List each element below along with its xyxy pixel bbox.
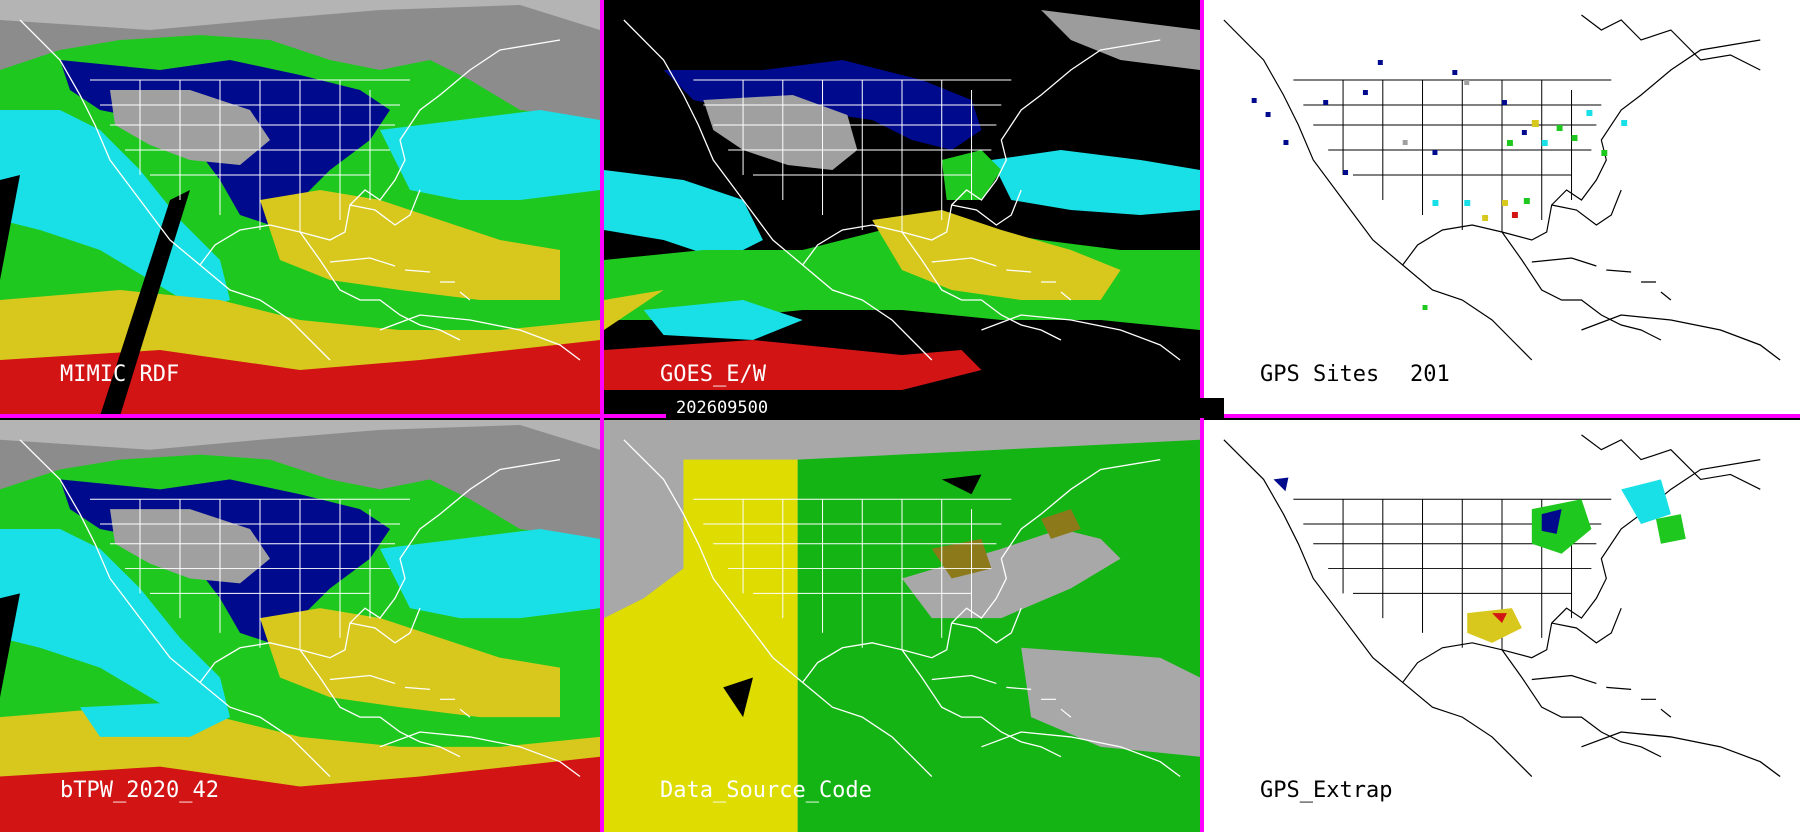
- panel-label: GPS Sites: [1260, 362, 1380, 387]
- goes-map: [604, 0, 1200, 390]
- panel-mimic-rdf: MIMIC RDF: [0, 0, 600, 416]
- source-code-map: [604, 420, 1200, 832]
- panel-label: MIMIC RDF: [60, 362, 180, 387]
- gps-site-markers: [1251, 60, 1628, 310]
- panel-gps-sites: GPS Sites 201: [1204, 0, 1800, 416]
- swath-gap: [100, 190, 190, 416]
- btpw-map: [0, 420, 600, 832]
- panel-data-source-code: Data_Source_Code: [604, 420, 1200, 832]
- tpw-map: [0, 0, 600, 416]
- gps-sites-map: [1223, 14, 1781, 361]
- panel-label: GOES_E/W: [660, 362, 766, 387]
- gps-extrap-map: [1223, 434, 1781, 778]
- timestamp-label: 202609500: [666, 398, 1224, 418]
- panel-label: Data_Source_Code: [660, 778, 872, 803]
- panel-goes: GOES_E/W: [604, 0, 1200, 416]
- panel-btpw: bTPW_2020_42: [0, 420, 600, 832]
- panel-label: bTPW_2020_42: [60, 778, 219, 803]
- panel-label: GPS_Extrap: [1260, 778, 1393, 803]
- site-count: 201: [1410, 362, 1450, 387]
- panel-gps-extrap: GPS_Extrap: [1204, 420, 1800, 832]
